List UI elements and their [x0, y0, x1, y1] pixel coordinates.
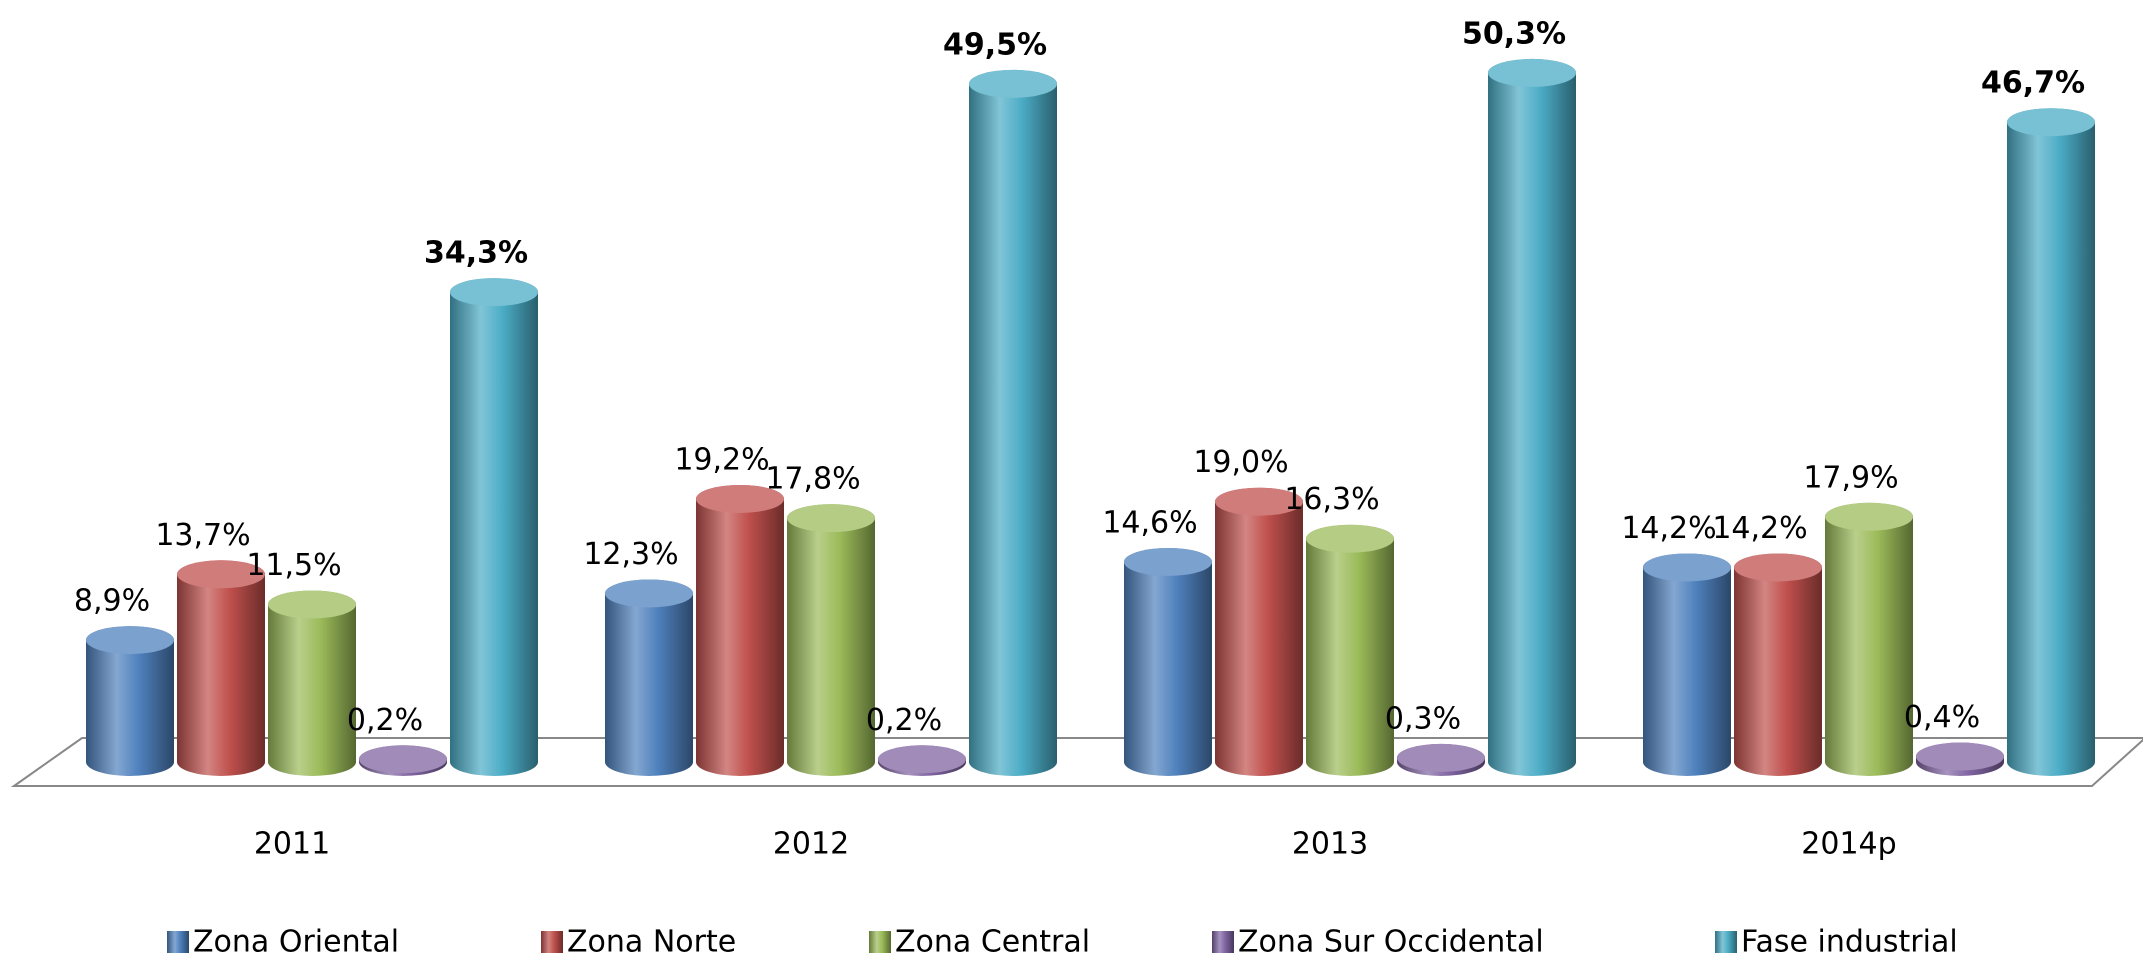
bar-cap: [1215, 487, 1303, 516]
x-tick-label: 2013: [1292, 827, 1368, 862]
legend-swatch: [869, 931, 891, 953]
bar-cap: [787, 504, 875, 533]
floor: [10, 737, 2143, 787]
bar-cap: [268, 590, 356, 619]
value-label: 19,2%: [674, 442, 769, 477]
value-label: 46,7%: [1981, 66, 2085, 101]
legend-label: Fase industrial: [1741, 925, 1958, 960]
value-label: 0,4%: [1904, 700, 1980, 735]
value-label: 13,7%: [155, 518, 250, 553]
value-label: 34,3%: [424, 236, 528, 271]
bar: [2007, 108, 2095, 776]
bar: [450, 278, 538, 776]
value-label: 0,2%: [866, 703, 942, 738]
bar-cap: [450, 278, 538, 307]
bar: [605, 579, 693, 776]
bar-cap: [1916, 742, 2004, 771]
bar-cap: [1306, 524, 1394, 553]
legend-label: Zona Oriental: [193, 925, 399, 960]
bar: [1825, 502, 1913, 776]
value-label: 49,5%: [943, 27, 1047, 62]
bar-cap: [1124, 547, 1212, 576]
bar: [1124, 547, 1212, 776]
value-label: 11,5%: [246, 548, 341, 583]
value-label: 50,3%: [1462, 16, 1566, 51]
bar: [1488, 58, 1576, 776]
bar: [696, 484, 784, 776]
bar-cap: [1397, 743, 1485, 772]
value-label: 0,2%: [347, 703, 423, 738]
bar: [268, 590, 356, 776]
legend-swatch: [1715, 931, 1737, 953]
bar-cap: [696, 484, 784, 513]
value-label: 12,3%: [583, 537, 678, 572]
bar-cap: [1643, 553, 1731, 582]
x-tick-label: 2012: [773, 827, 849, 862]
x-tick-label: 2011: [254, 827, 330, 862]
bar-cap: [2007, 108, 2095, 137]
bar: [1734, 553, 1822, 776]
bar: [1306, 524, 1394, 776]
value-label: 17,9%: [1803, 460, 1898, 495]
x-tick-label: 2014p: [1801, 827, 1896, 862]
value-label: 16,3%: [1284, 482, 1379, 517]
bar-cap: [605, 579, 693, 608]
bar: [1643, 553, 1731, 776]
legend-swatch: [541, 931, 563, 953]
bar: [969, 69, 1057, 777]
value-label: 0,3%: [1385, 701, 1461, 736]
bar-cap: [177, 560, 265, 589]
value-label: 14,6%: [1102, 505, 1197, 540]
bar-cap: [878, 745, 966, 774]
bar-cap: [1488, 58, 1576, 87]
value-label: 14,2%: [1621, 511, 1716, 546]
value-label: 8,9%: [74, 584, 150, 619]
legend-label: Zona Norte: [567, 925, 736, 960]
legend-label: Zona Sur Occidental: [1238, 925, 1544, 960]
bar-cap: [359, 745, 447, 774]
bar: [177, 560, 265, 776]
bar: [86, 626, 174, 776]
bar: [787, 504, 875, 776]
value-label: 19,0%: [1193, 445, 1288, 480]
bar-cap: [1825, 502, 1913, 531]
bar-cap: [1734, 553, 1822, 582]
legend-swatch: [167, 931, 189, 953]
bar-cap: [969, 69, 1057, 98]
legend-label: Zona Central: [895, 925, 1090, 960]
value-label: 17,8%: [765, 462, 860, 497]
legend-swatch: [1212, 931, 1234, 953]
value-label: 14,2%: [1712, 511, 1807, 546]
bar: [1215, 487, 1303, 776]
bar-cap: [86, 626, 174, 655]
